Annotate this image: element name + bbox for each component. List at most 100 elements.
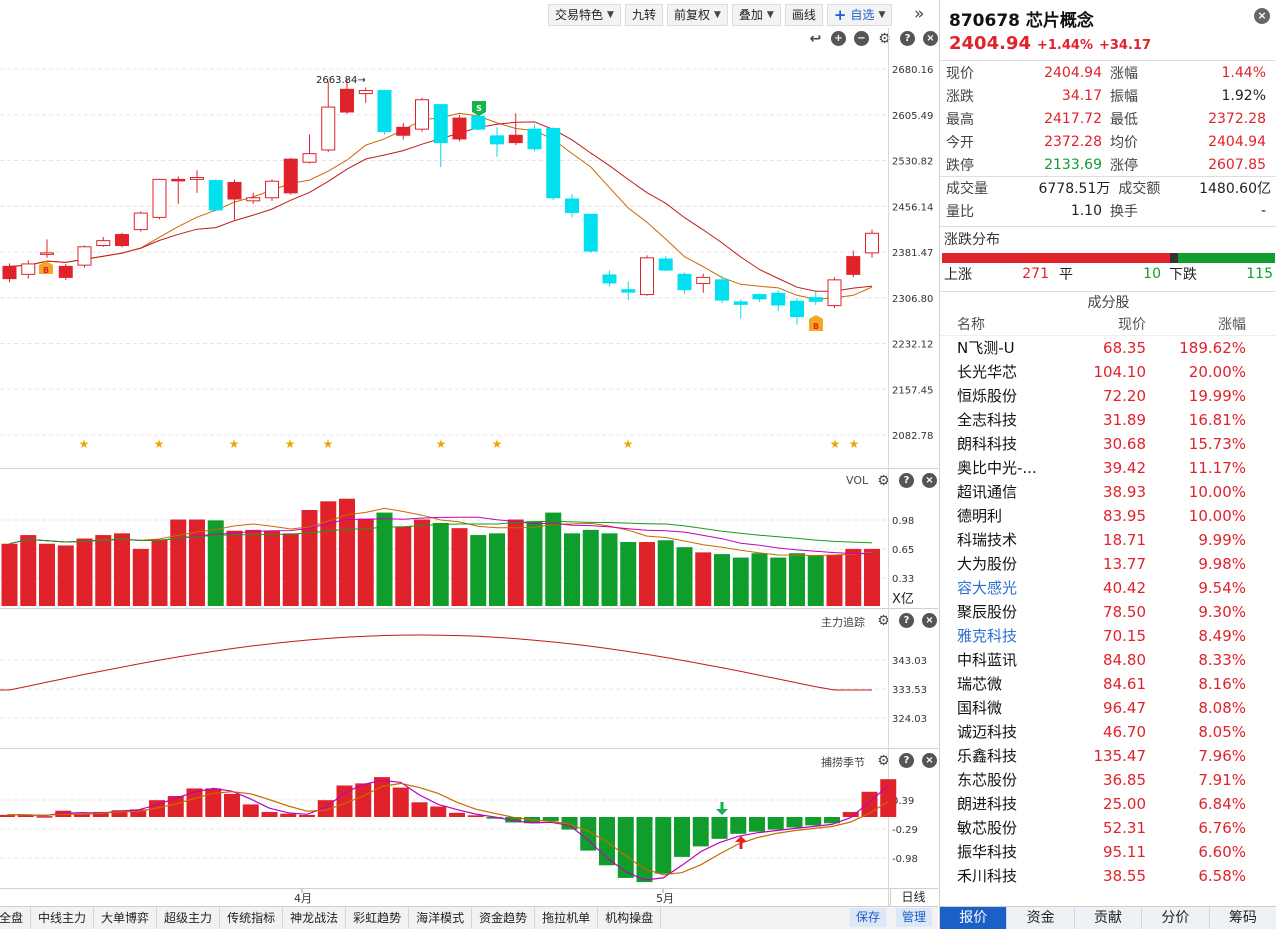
close-icon[interactable]: × bbox=[922, 613, 937, 628]
indicator-tab[interactable]: 彩虹趋势 bbox=[346, 907, 410, 929]
component-row[interactable]: 德明利 83.95 10.00% bbox=[940, 504, 1276, 528]
help-icon[interactable]: ? bbox=[899, 613, 914, 628]
trade-feature-dropdown[interactable]: 交易特色 ▼ bbox=[548, 4, 621, 26]
stock-name: 芯片概念 bbox=[1025, 11, 1094, 31]
component-name[interactable]: 朗进科技 bbox=[957, 795, 1018, 813]
settings-gear-icon[interactable]: ⚙ bbox=[877, 472, 890, 489]
component-row[interactable]: 中科蓝讯 84.80 8.33% bbox=[940, 648, 1276, 672]
component-name[interactable]: 振华科技 bbox=[957, 843, 1018, 861]
indicator-tab[interactable]: 全盘 bbox=[0, 907, 32, 929]
component-row[interactable]: 聚辰股份 78.50 9.30% bbox=[940, 600, 1276, 624]
help-icon[interactable]: ? bbox=[900, 31, 915, 46]
season-bar bbox=[205, 788, 222, 817]
settings-gear-icon[interactable]: ⚙ bbox=[877, 612, 890, 629]
component-row[interactable]: 恒烁股份 72.20 19.99% bbox=[940, 384, 1276, 408]
component-row[interactable]: 诚迈科技 46.70 8.05% bbox=[940, 720, 1276, 744]
indicator-tab[interactable]: 超级主力 bbox=[157, 907, 221, 929]
component-name[interactable]: 国科微 bbox=[957, 699, 1003, 717]
settings-gear-icon[interactable]: ⚙ bbox=[877, 752, 890, 769]
component-row[interactable]: 容大感光 40.42 9.54% bbox=[940, 576, 1276, 600]
panel-tab[interactable]: 筹码 bbox=[1209, 907, 1276, 929]
close-icon[interactable]: × bbox=[922, 473, 937, 488]
component-name[interactable]: 瑞芯微 bbox=[957, 675, 1003, 693]
component-row[interactable]: 乐鑫科技 135.47 7.96% bbox=[940, 744, 1276, 768]
component-name[interactable]: 东芯股份 bbox=[957, 771, 1018, 789]
indicator-tab[interactable]: 海洋模式 bbox=[409, 907, 473, 929]
header-name[interactable]: 名称 bbox=[957, 317, 985, 333]
component-row[interactable]: 朗科科技 30.68 15.73% bbox=[940, 432, 1276, 456]
zoom-in-icon[interactable]: + bbox=[831, 31, 846, 46]
component-row[interactable]: 超讯通信 38.93 10.00% bbox=[940, 480, 1276, 504]
double-chevron-right-icon[interactable]: » bbox=[914, 4, 925, 24]
component-row[interactable]: 东芯股份 36.85 7.91% bbox=[940, 768, 1276, 792]
component-name[interactable]: 长光华芯 bbox=[957, 363, 1018, 381]
component-name[interactable]: 奥比中光-... bbox=[957, 459, 1037, 477]
header-price[interactable]: 现价 bbox=[1118, 317, 1146, 333]
overlay-dropdown[interactable]: 叠加 ▼ bbox=[731, 4, 781, 26]
indicator-tab[interactable]: 资金趋势 bbox=[472, 907, 536, 929]
close-icon[interactable]: × bbox=[923, 31, 938, 46]
volume-bar bbox=[151, 539, 168, 606]
indicator-tab[interactable]: 传统指标 bbox=[220, 907, 284, 929]
component-name[interactable]: 全志科技 bbox=[957, 411, 1018, 429]
panel-tab[interactable]: 报价 bbox=[940, 907, 1008, 929]
help-icon[interactable]: ? bbox=[899, 753, 914, 768]
save-button[interactable]: 保存 bbox=[850, 908, 886, 927]
component-name[interactable]: 科瑞技术 bbox=[957, 531, 1018, 549]
component-row[interactable]: 朗进科技 25.00 6.84% bbox=[940, 792, 1276, 816]
component-row[interactable]: 敏芯股份 52.31 6.76% bbox=[940, 816, 1276, 840]
restore-icon[interactable]: ↩ bbox=[809, 30, 822, 47]
close-icon[interactable]: × bbox=[922, 753, 937, 768]
indicator-tab[interactable]: 机构操盘 bbox=[598, 907, 662, 929]
panel-tab[interactable]: 资金 bbox=[1007, 907, 1075, 929]
period-daily-tab[interactable]: 日线 bbox=[890, 889, 936, 906]
panel-tab[interactable]: 贡献 bbox=[1074, 907, 1143, 929]
component-row[interactable]: 雅克科技 70.15 8.49% bbox=[940, 624, 1276, 648]
indicator-tab[interactable]: 神龙战法 bbox=[283, 907, 347, 929]
season-bar bbox=[355, 783, 372, 817]
component-name[interactable]: 大为股份 bbox=[957, 555, 1018, 573]
component-name[interactable]: 诚迈科技 bbox=[957, 723, 1018, 741]
component-name[interactable]: N飞测-U bbox=[957, 339, 1015, 357]
component-name[interactable]: 德明利 bbox=[957, 507, 1003, 525]
nine-turn-button[interactable]: 九转 bbox=[624, 4, 663, 26]
component-row[interactable]: 大为股份 13.77 9.98% bbox=[940, 552, 1276, 576]
component-name[interactable]: 禾川科技 bbox=[957, 867, 1018, 885]
component-name[interactable]: 超讯通信 bbox=[957, 483, 1018, 501]
component-name[interactable]: 朗科科技 bbox=[957, 435, 1018, 453]
component-row[interactable]: 全志科技 31.89 16.81% bbox=[940, 408, 1276, 432]
component-name[interactable]: 聚辰股份 bbox=[957, 603, 1018, 621]
panel-tab[interactable]: 分价 bbox=[1142, 907, 1210, 929]
candlestick-chart[interactable]: 2680.16 2605.49 2530.82 2456.14 2381.47 2306.… bbox=[0, 0, 938, 906]
indicator-tab[interactable]: 拖拉机单 bbox=[535, 907, 599, 929]
component-name[interactable]: 容大感光 bbox=[957, 579, 1018, 597]
close-icon[interactable]: × bbox=[1254, 8, 1270, 24]
component-row[interactable]: 振华科技 95.11 6.60% bbox=[940, 840, 1276, 864]
component-row[interactable]: 国科微 96.47 8.08% bbox=[940, 696, 1276, 720]
draw-line-button[interactable]: 画线 bbox=[784, 4, 823, 26]
component-name[interactable]: 敏芯股份 bbox=[957, 819, 1018, 837]
component-row[interactable]: 长光华芯 104.10 20.00% bbox=[940, 360, 1276, 384]
caret-down-icon[interactable]: ▼ bbox=[878, 10, 886, 20]
indicator-tab[interactable]: 大单博弈 bbox=[94, 907, 158, 929]
tracker-label: 主力追踪 bbox=[821, 616, 865, 629]
component-name[interactable]: 中科蓝讯 bbox=[957, 651, 1018, 669]
component-name[interactable]: 恒烁股份 bbox=[957, 387, 1018, 405]
add-watchlist-button[interactable]: + 自选 ▼ bbox=[826, 4, 893, 26]
settings-gear-icon[interactable]: ⚙ bbox=[878, 30, 891, 47]
zoom-out-icon[interactable]: − bbox=[854, 31, 869, 46]
adjust-dropdown[interactable]: 前复权 ▼ bbox=[666, 4, 728, 26]
indicator-tab[interactable]: 中线主力 bbox=[31, 907, 95, 929]
component-row[interactable]: 科瑞技术 18.71 9.99% bbox=[940, 528, 1276, 552]
help-icon[interactable]: ? bbox=[899, 473, 914, 488]
component-row[interactable]: 禾川科技 38.55 6.58% bbox=[940, 864, 1276, 888]
component-row[interactable]: N飞测-U 68.35 189.62% bbox=[940, 336, 1276, 360]
volume-bar bbox=[770, 557, 787, 606]
component-row[interactable]: 瑞芯微 84.61 8.16% bbox=[940, 672, 1276, 696]
component-row[interactable]: 奥比中光-... 39.42 11.17% bbox=[940, 456, 1276, 480]
component-name[interactable]: 乐鑫科技 bbox=[957, 747, 1018, 765]
manage-button[interactable]: 管理 bbox=[896, 908, 932, 927]
header-change[interactable]: 涨幅 bbox=[1218, 317, 1246, 333]
candle-body bbox=[2, 265, 17, 280]
component-name[interactable]: 雅克科技 bbox=[957, 627, 1018, 645]
